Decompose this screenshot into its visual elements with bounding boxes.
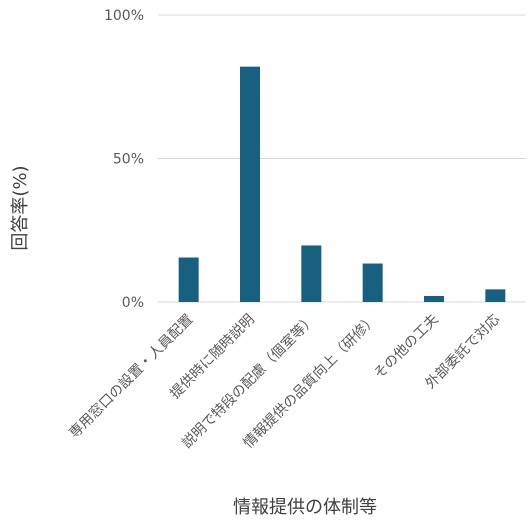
y-tick-label: 0% xyxy=(122,295,144,311)
gridlines xyxy=(158,14,526,303)
bars xyxy=(178,66,506,302)
y-tick-label: 100% xyxy=(104,8,144,24)
bar xyxy=(362,263,383,302)
x-category-label: 専用窓口の設置・人員配置 xyxy=(66,311,197,442)
y-axis-ticks: 0% 50% 100% xyxy=(104,8,144,311)
y-axis-title: 回答率(%) xyxy=(10,165,31,250)
bar xyxy=(178,257,199,302)
x-category-label: 情報提供の品質向上（研修） xyxy=(240,312,380,452)
x-axis-categories: 専用窓口の設置・人員配置提供時に随時説明説明で特段の配慮（個室等）情報提供の品質… xyxy=(66,311,503,452)
x-axis-title: 情報提供の体制等 xyxy=(233,497,377,518)
bar xyxy=(301,245,322,302)
bar xyxy=(424,295,444,302)
bar xyxy=(485,289,506,302)
bar xyxy=(240,66,260,302)
x-category-label: 説明で特段の配慮（個室等） xyxy=(178,311,319,452)
y-tick-label: 50% xyxy=(113,152,144,168)
